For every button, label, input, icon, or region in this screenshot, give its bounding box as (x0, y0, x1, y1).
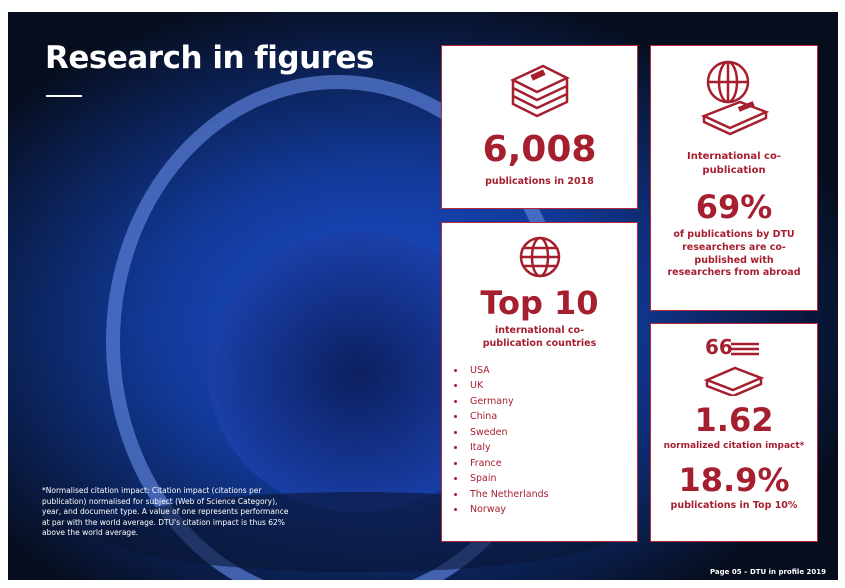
svg-text:66: 66 (705, 336, 733, 359)
country-item: Sweden (448, 425, 637, 441)
copublication-heading: International co-publication (663, 150, 805, 177)
country-item: USA (448, 363, 637, 379)
country-item: UK (448, 378, 637, 394)
top-caption: publications in Top 10% (651, 500, 817, 513)
footnote: *Normalised citation impact: Citation im… (42, 486, 292, 539)
copublication-card: International co-publication 69% of publ… (650, 45, 818, 311)
countries-caption: international co-publication countries (442, 325, 637, 351)
countries-value: Top 10 (442, 287, 637, 319)
country-item: France (448, 456, 637, 472)
country-item: Norway (448, 502, 637, 518)
copublication-value: 69% (663, 191, 805, 223)
page: {"header": {"title": "Research in figure… (0, 0, 845, 588)
impact-card: 66 1.62 normalized citation impact* 18.9… (650, 323, 818, 542)
copublication-caption: of publications by DTU researchers are c… (663, 229, 805, 280)
country-item: Spain (448, 471, 637, 487)
publications-value: 6,008 (442, 132, 637, 168)
country-item: Germany (448, 394, 637, 410)
publications-caption: publications in 2018 (442, 176, 637, 189)
countries-card: Top 10 international co-publication coun… (441, 222, 638, 542)
country-item: China (448, 409, 637, 425)
impact-value: 1.62 (651, 404, 817, 436)
globe-book-icon (694, 58, 774, 138)
publications-card: 6,008 publications in 2018 (441, 45, 638, 209)
books-icon (505, 60, 575, 120)
country-item: Italy (448, 440, 637, 456)
title: Research in figures (45, 40, 374, 76)
impact-caption: normalized citation impact* (651, 440, 817, 452)
title-rule (46, 95, 82, 97)
country-item: The Netherlands (448, 487, 637, 503)
page-footer: Page 05 – DTU in profile 2019 (710, 568, 826, 576)
top-value: 18.9% (651, 464, 817, 496)
infographic: Research in figures 6,008 publications i… (8, 12, 838, 580)
globe-icon (518, 235, 562, 279)
quote-paper-icon: 66 (699, 336, 769, 396)
